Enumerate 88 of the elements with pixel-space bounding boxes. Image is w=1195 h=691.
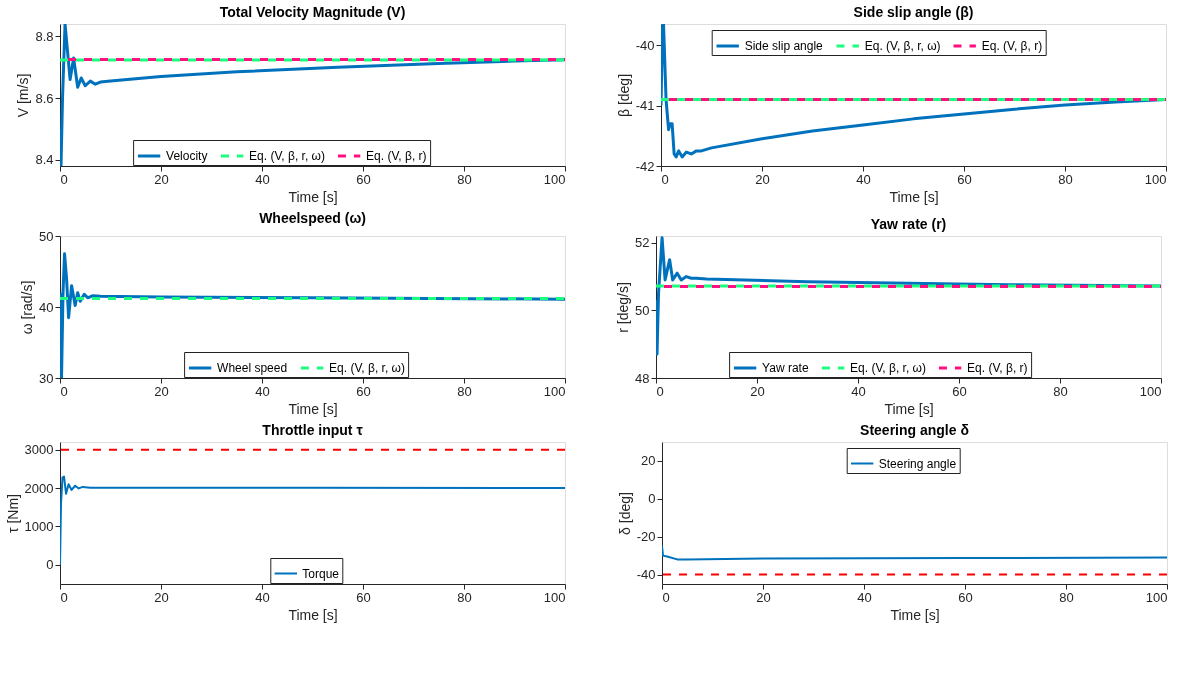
x-tick-label: 80	[457, 383, 472, 399]
legend-label: Eq. (V, β, r, ω)	[329, 361, 405, 375]
y-tick-label: -20	[636, 529, 656, 545]
chart-title: Side slip angle (β)	[853, 4, 974, 20]
y-tick-label: 48	[635, 370, 650, 386]
y-tick-label: 30	[39, 370, 54, 386]
y-tick-label: 50	[635, 302, 650, 318]
y-tick-label: 20	[641, 453, 656, 469]
x-axis-title: Time [s]	[889, 188, 939, 205]
x-tick-label: 60	[958, 589, 973, 605]
x-tick-label: 80	[1059, 589, 1074, 605]
x-tick-label: 0	[60, 171, 68, 187]
x-tick-label: 80	[457, 171, 472, 187]
x-tick-label: 80	[457, 589, 472, 605]
x-tick-label: 40	[255, 171, 270, 187]
x-tick-label: 80	[1053, 383, 1068, 399]
y-tick-label: 0	[46, 557, 54, 573]
y-tick-label: 2000	[24, 480, 54, 496]
legend-label: Velocity	[166, 149, 208, 163]
y-tick-label: 8.4	[35, 152, 54, 168]
line-series	[662, 545, 1167, 561]
y-tick-label: -42	[635, 158, 655, 174]
legend-label: Steering angle	[878, 456, 957, 471]
y-axis-title: ω [rad/s]	[19, 280, 36, 335]
y-tick-label: 52	[635, 235, 650, 251]
x-tick-label: 60	[356, 383, 371, 399]
y-axis-title: r [deg/s]	[615, 282, 632, 333]
x-tick-label: 40	[851, 383, 866, 399]
x-tick-label: 20	[154, 589, 169, 605]
x-axis-title: Time [s]	[288, 606, 338, 623]
y-tick-label: -41	[635, 98, 655, 114]
x-tick-label: 40	[255, 589, 270, 605]
chart-title: Yaw rate (r)	[870, 216, 947, 232]
y-tick-label: -40	[635, 37, 655, 53]
y-tick-label: 0	[648, 491, 656, 507]
legend-label: Eq. (V, β, r, ω)	[249, 149, 325, 163]
x-tick-label: 0	[662, 589, 670, 605]
y-tick-label: 1000	[24, 518, 54, 534]
x-axis-title: Time [s]	[884, 400, 934, 417]
legend-label: Yaw rate	[762, 361, 809, 375]
x-tick-label: 60	[356, 171, 371, 187]
x-tick-label: 0	[60, 383, 68, 399]
legend-label: Eq. (V, β, r)	[981, 39, 1043, 53]
y-axis-title: V [m/s]	[15, 73, 32, 118]
x-axis-title: Time [s]	[288, 188, 338, 205]
x-tick-label: 20	[154, 383, 169, 399]
legend-label: Eq. (V, β, r)	[967, 361, 1028, 375]
x-tick-label: 20	[154, 171, 169, 187]
line-series	[60, 475, 565, 566]
x-tick-label: 20	[755, 171, 770, 187]
x-tick-label: 40	[857, 589, 872, 605]
x-axis-title: Time [s]	[288, 400, 338, 417]
x-tick-label: 20	[750, 383, 765, 399]
legend-label: Eq. (V, β, r, ω)	[864, 39, 941, 53]
x-tick-label: 60	[356, 589, 371, 605]
x-tick-label: 100	[543, 589, 566, 605]
y-axis-title: δ [deg]	[616, 492, 633, 535]
y-tick-label: 40	[39, 299, 54, 315]
legend-label: Side slip angle	[744, 39, 824, 53]
y-tick-label: 50	[39, 228, 54, 244]
x-tick-label: 100	[1145, 589, 1168, 605]
legend-label: Eq. (V, β, r, ω)	[850, 361, 926, 375]
y-axis-title: β [deg]	[615, 73, 632, 118]
y-tick-label: 8.6	[35, 90, 54, 106]
legend-label: Eq. (V, β, r)	[366, 149, 427, 163]
y-tick-label: -40	[636, 567, 656, 583]
x-tick-label: 40	[856, 171, 871, 187]
legend-label: Wheel speed	[217, 361, 288, 375]
x-tick-label: 100	[543, 383, 566, 399]
x-tick-label: 60	[952, 383, 967, 399]
legend-label: Torque	[302, 566, 340, 581]
y-tick-label: 3000	[24, 442, 54, 458]
x-tick-label: 100	[1139, 383, 1162, 399]
chart-title: Wheelspeed (ω)	[259, 210, 366, 226]
x-tick-label: 0	[60, 589, 68, 605]
x-tick-label: 0	[661, 171, 669, 187]
chart-title: Throttle input τ	[262, 422, 364, 438]
y-axis-title: τ [Nm]	[4, 494, 21, 533]
chart-title: Total Velocity Magnitude (V)	[219, 4, 406, 20]
x-tick-label: 100	[1144, 171, 1167, 187]
x-tick-label: 60	[957, 171, 972, 187]
y-tick-label: 8.8	[35, 28, 54, 44]
x-tick-label: 100	[543, 171, 566, 187]
x-tick-label: 40	[255, 383, 270, 399]
x-axis-title: Time [s]	[890, 606, 940, 623]
x-tick-label: 20	[756, 589, 771, 605]
x-tick-label: 80	[1058, 171, 1073, 187]
chart-title: Steering angle δ	[860, 422, 969, 438]
